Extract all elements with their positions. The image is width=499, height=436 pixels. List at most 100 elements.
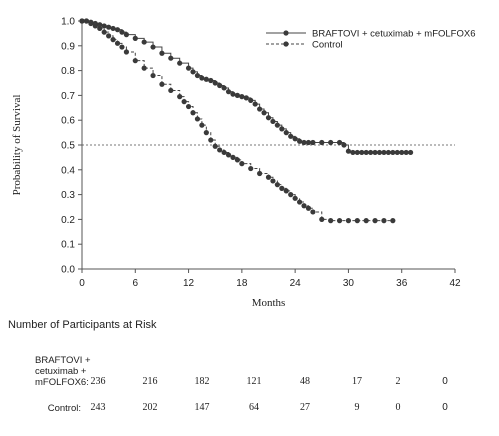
- censor-marker: [310, 139, 316, 146]
- x-tick-label: 36: [396, 278, 408, 289]
- risk-value: 64: [249, 402, 259, 413]
- censor-marker: [190, 110, 196, 116]
- risk-row-label-line: mFOLFOX6:: [35, 377, 89, 388]
- censor-marker: [230, 154, 236, 160]
- x-tick-label: 42: [449, 278, 461, 289]
- censor-marker: [110, 37, 116, 43]
- censor-marker: [234, 92, 241, 98]
- censor-marker: [101, 29, 107, 35]
- censor-marker: [328, 139, 334, 146]
- censor-marker: [265, 174, 272, 180]
- censor-marker: [97, 25, 103, 32]
- censor-marker: [106, 33, 112, 39]
- censor-marker: [296, 138, 303, 144]
- censor-marker: [354, 149, 360, 156]
- x-tick-label: 30: [343, 278, 355, 289]
- censor-marker: [208, 137, 214, 143]
- series-layer: [79, 18, 414, 224]
- censor-marker: [150, 72, 156, 79]
- risk-value: 9: [354, 402, 360, 413]
- censor-marker: [150, 44, 156, 50]
- censor-marker: [88, 20, 94, 27]
- risk-value: 2: [395, 376, 401, 387]
- censor-marker: [141, 39, 147, 45]
- censor-marker: [261, 110, 267, 116]
- risk-row-label-line: BRAFTOVI +: [35, 355, 91, 366]
- censor-marker: [345, 148, 352, 154]
- censor-marker: [319, 139, 325, 146]
- censor-marker: [185, 103, 192, 110]
- censor-marker: [194, 72, 201, 79]
- legend-label: BRAFTOVI + cetuximab + mFOLFOX6: [312, 29, 476, 40]
- censor-marker: [292, 136, 298, 142]
- y-tick-label: 0.5: [61, 141, 75, 152]
- censor-marker: [345, 218, 352, 224]
- censor-marker: [208, 77, 214, 84]
- censor-marker: [257, 170, 263, 177]
- censor-marker: [372, 149, 378, 156]
- censor-marker: [168, 55, 174, 61]
- censor-marker: [114, 27, 121, 33]
- censor-marker: [159, 81, 165, 87]
- censor-marker: [132, 35, 138, 41]
- x-axis-title: Months: [252, 297, 286, 309]
- x-tick-label: 0: [79, 278, 85, 289]
- censor-marker: [203, 130, 209, 136]
- censor-marker: [199, 75, 205, 81]
- risk-value: 202: [142, 402, 158, 413]
- risk-value: 0: [395, 402, 401, 413]
- risk-value: 147: [194, 402, 210, 413]
- series-control: [79, 18, 396, 224]
- censor-marker: [217, 147, 223, 153]
- censor-marker: [372, 218, 378, 224]
- censor-marker: [390, 218, 396, 224]
- legend-marker: [283, 41, 289, 47]
- censor-marker: [83, 18, 90, 24]
- censor-marker: [359, 149, 365, 156]
- censor-marker: [288, 133, 294, 139]
- y-tick-label: 0.9: [61, 41, 75, 52]
- censor-marker: [270, 118, 276, 125]
- risk-value: 121: [246, 376, 262, 387]
- censor-marker: [283, 130, 289, 136]
- censor-marker: [305, 139, 312, 146]
- censor-marker: [239, 161, 245, 167]
- risk-row-label: BRAFTOVI + cetuximab + mFOLFOX6:: [35, 355, 91, 388]
- censor-marker: [123, 32, 130, 38]
- legend-label: Control: [312, 40, 343, 51]
- risk-value: 0: [442, 402, 448, 413]
- censor-marker: [234, 157, 241, 163]
- censor-marker: [368, 149, 374, 156]
- censor-marker: [185, 65, 192, 71]
- censor-marker: [305, 205, 312, 211]
- censor-marker: [390, 149, 396, 156]
- x-tick-label: 24: [290, 278, 302, 289]
- censor-marker: [354, 218, 360, 224]
- censor-marker: [274, 182, 280, 188]
- risk-table-title: Number of Participants at Risk: [8, 319, 157, 331]
- series-line: [82, 20, 393, 222]
- censor-marker: [132, 58, 138, 64]
- censor-marker: [194, 116, 201, 122]
- censor-marker: [336, 218, 343, 224]
- censor-marker: [385, 149, 391, 156]
- censor-marker: [399, 149, 405, 156]
- risk-value: 216: [142, 376, 158, 387]
- censor-marker: [110, 25, 116, 32]
- censor-marker: [265, 115, 272, 121]
- censor-marker: [212, 80, 218, 86]
- censor-marker: [212, 143, 218, 149]
- risk-row-label-line: Control:: [47, 403, 81, 414]
- censor-marker: [225, 152, 232, 158]
- risk-value: 27: [300, 402, 310, 413]
- risk-row-label-line: cetuximab +: [35, 366, 87, 377]
- censor-marker: [341, 142, 347, 148]
- censor-marker: [279, 185, 285, 191]
- series-line: [82, 20, 411, 153]
- censor-marker: [279, 126, 285, 132]
- censor-marker: [114, 40, 121, 46]
- censor-marker: [119, 44, 125, 50]
- censor-marker: [101, 23, 107, 29]
- censor-marker: [190, 69, 196, 75]
